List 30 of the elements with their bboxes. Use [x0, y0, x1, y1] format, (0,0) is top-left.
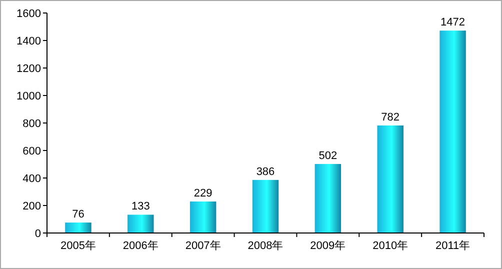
y-tick-label: 200	[22, 200, 41, 212]
bar	[128, 214, 154, 233]
bar	[377, 125, 404, 233]
y-tick-label: 800	[22, 118, 41, 130]
data-label: 76	[72, 208, 84, 221]
data-label: 386	[256, 166, 275, 178]
y-tick-label: 400	[22, 172, 41, 185]
y-tick-label: 1200	[16, 62, 41, 75]
bar	[440, 30, 466, 233]
data-label: 133	[131, 200, 150, 213]
x-tick-label: 2005年	[60, 240, 96, 252]
y-tick-label: 600	[22, 145, 41, 158]
x-tick-label: 2011年	[435, 240, 470, 252]
bar	[314, 164, 342, 233]
data-label: 229	[194, 188, 212, 200]
y-tick-label: 1000	[16, 90, 41, 102]
x-tick-label: 2006年	[122, 240, 158, 252]
data-label: 502	[318, 150, 338, 162]
bar	[252, 180, 279, 233]
y-tick-label: 1400	[16, 35, 41, 48]
x-tick-label: 2009年	[310, 240, 346, 252]
y-tick-label: 0	[34, 228, 41, 240]
data-label: 782	[381, 111, 400, 124]
bar	[65, 222, 92, 233]
bar	[190, 202, 216, 233]
x-tick-label: 2007年	[185, 240, 221, 252]
data-label: 1472	[440, 16, 466, 29]
y-tick-label: 1600	[16, 8, 41, 20]
x-tick-label: 2008年	[248, 240, 284, 252]
x-tick-label: 2010年	[372, 240, 408, 252]
